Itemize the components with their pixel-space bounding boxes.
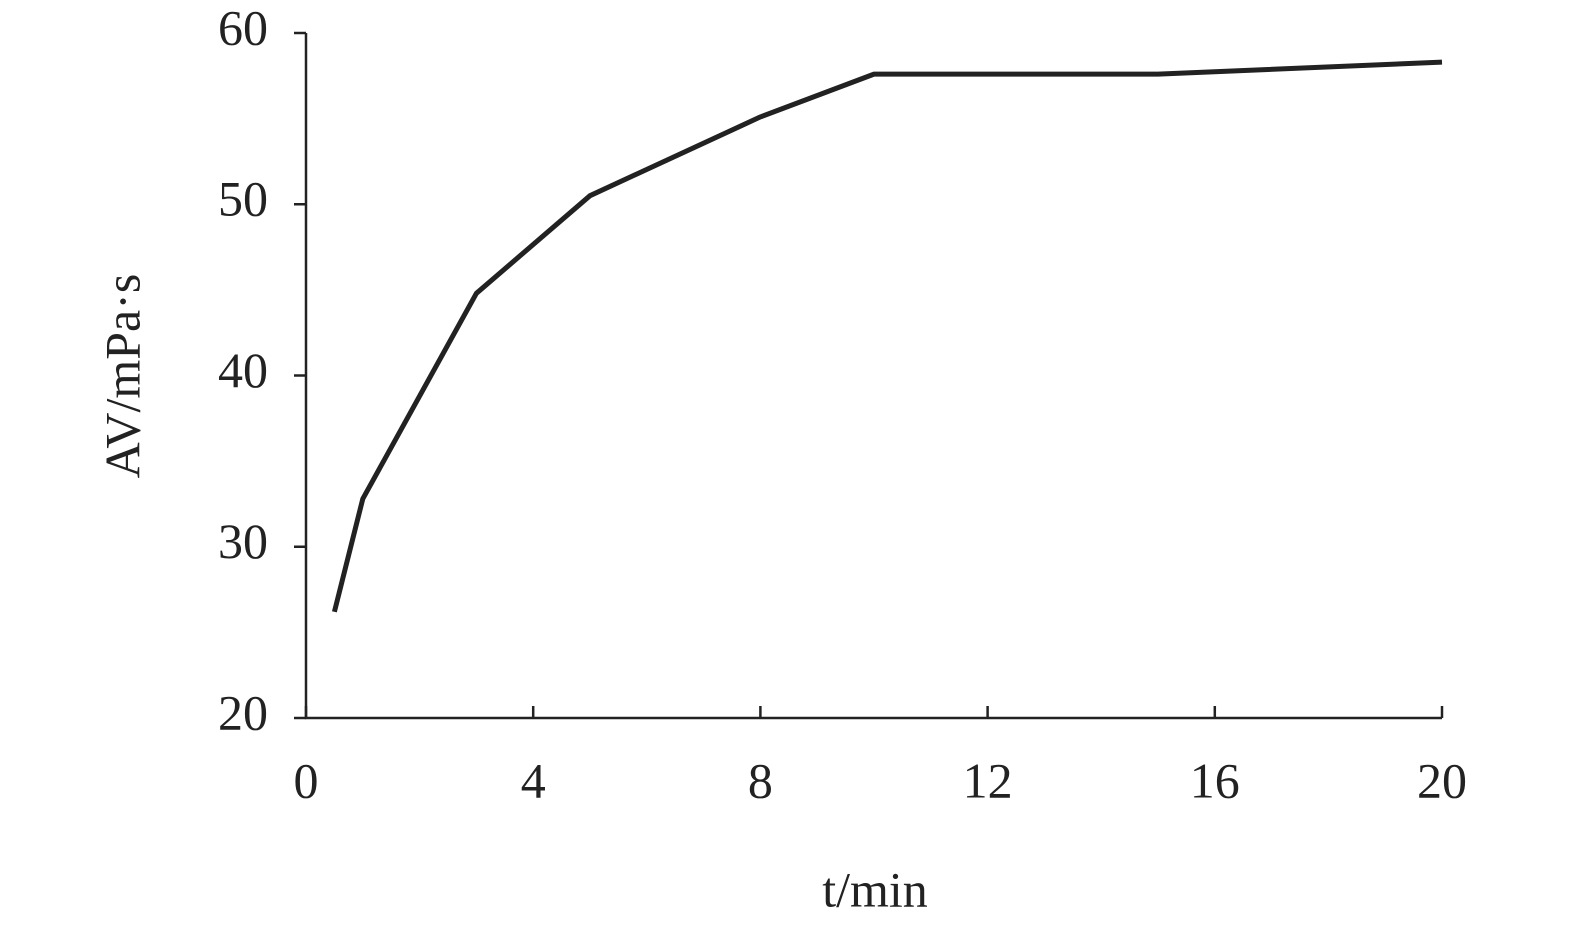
x-tick-label: 12 [963,752,1013,808]
x-tick-label: 4 [521,752,546,808]
x-tick-label: 0 [294,752,319,808]
x-tick-label: 8 [748,752,773,808]
x-axis-label: t/min [822,861,928,917]
axes [304,33,1442,720]
y-tick-label: 40 [218,342,268,398]
y-tick-label: 20 [218,684,268,740]
x-tick-label: 16 [1190,752,1240,808]
y-tick-label: 60 [218,0,268,55]
y-tick-label: 50 [218,171,268,227]
x-tick-label: 20 [1417,752,1467,808]
y-axis-label: AV/mPa·s [94,274,150,479]
data-line [331,59,1443,613]
y-tick-label: 30 [218,513,268,569]
